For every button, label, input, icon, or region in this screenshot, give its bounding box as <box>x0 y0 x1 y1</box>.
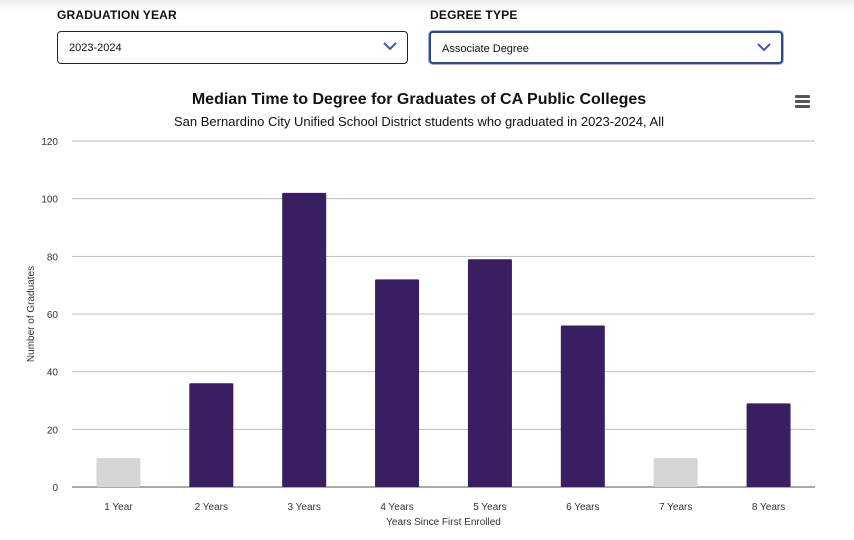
graduation-year-select[interactable]: 2023-2024 <box>57 31 408 64</box>
x-tick-label: 2 Years <box>195 502 228 513</box>
bar <box>375 279 420 487</box>
x-tick-label: 6 Years <box>566 502 599 513</box>
top-shadow <box>0 0 854 10</box>
chart-subtitle: San Bernardino City Unified School Distr… <box>174 114 664 129</box>
graduation-year-value: 2023-2024 <box>69 42 122 54</box>
y-axis-title: Number of Graduates <box>26 266 37 362</box>
degree-type-value: Associate Degree <box>442 43 529 55</box>
x-axis-title: Years Since First Enrolled <box>386 517 501 528</box>
y-tick-label: 60 <box>47 310 59 321</box>
x-tick-label: 4 Years <box>380 502 413 513</box>
x-tick-label: 1 Year <box>104 502 133 513</box>
chevron-down-icon <box>383 42 397 51</box>
y-tick-label: 100 <box>41 195 58 206</box>
chart-title: Median Time to Degree for Graduates of C… <box>191 91 647 108</box>
bar <box>560 325 605 487</box>
y-tick-label: 40 <box>47 368 59 379</box>
bar <box>282 192 327 487</box>
bar <box>96 458 141 487</box>
x-tick-label: 3 Years <box>288 502 321 513</box>
hamburger-menu-icon <box>795 95 810 98</box>
y-tick-label: 0 <box>52 483 58 494</box>
x-tick-label: 5 Years <box>473 502 506 513</box>
x-tick-label: 8 Years <box>752 502 785 513</box>
bar <box>189 383 234 487</box>
x-tick-label: 7 Years <box>659 502 692 513</box>
y-tick-label: 80 <box>47 252 59 263</box>
bar <box>467 259 512 487</box>
bar <box>746 403 791 487</box>
bar <box>653 458 698 487</box>
y-tick-label: 120 <box>41 137 58 148</box>
chevron-down-icon <box>757 43 771 52</box>
y-tick-label: 20 <box>47 425 59 436</box>
degree-type-label: DEGREE TYPE <box>430 8 518 22</box>
graduation-year-label: GRADUATION YEAR <box>57 8 177 22</box>
degree-type-select[interactable]: Associate Degree <box>429 31 783 64</box>
chart-menu-button[interactable] <box>795 95 811 109</box>
